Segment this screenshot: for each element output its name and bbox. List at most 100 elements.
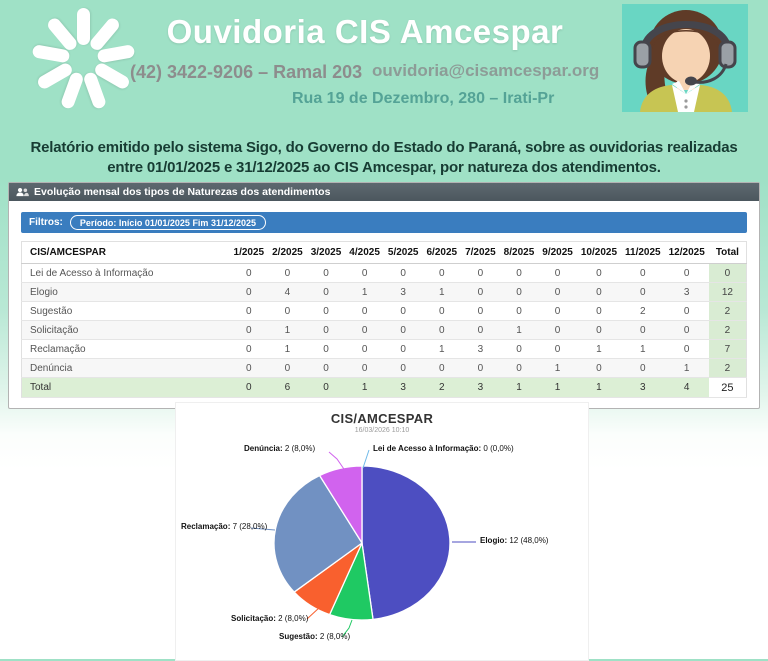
cell-value: 0 <box>664 320 709 340</box>
grand-total-cell: 25 <box>708 377 747 398</box>
cell-value: 0 <box>538 263 577 283</box>
table-row: Elogio 0 4 0 1 3 1 0 0 0 0 0 3 12 <box>21 282 747 302</box>
slice-label-reclamacao: Reclamação: 7 (28,0%) <box>181 522 268 531</box>
cell-value: 0 <box>499 282 539 302</box>
row-total-cell: 0 <box>708 263 747 283</box>
leader-line-solicitacao <box>306 606 321 620</box>
row-label: Solicitação <box>21 320 230 340</box>
cell-value: 0 <box>621 282 665 302</box>
support-agent-avatar <box>622 4 748 112</box>
slice-label-sugestao: Sugestão: 2 (8,0%) <box>279 632 351 641</box>
cell-value: 0 <box>538 282 577 302</box>
cell-value: 1 <box>538 358 577 378</box>
row-total-cell: 2 <box>708 301 747 321</box>
cell-value: 2 <box>422 377 462 398</box>
cell-value: 4 <box>268 282 307 302</box>
cell-value: 1 <box>499 320 539 340</box>
row-total-cell: 12 <box>708 282 747 302</box>
row-label: Elogio <box>21 282 230 302</box>
phone-number: (42) 3422-9206 – Ramal 203 <box>130 62 363 82</box>
cell-value: 0 <box>229 339 269 359</box>
slice-label-solicitacao: Solicitação: 2 (8,0%) <box>231 614 309 623</box>
cell-value: 3 <box>664 282 709 302</box>
cell-value: 1 <box>422 282 462 302</box>
cell-value: 0 <box>306 339 346 359</box>
cell-value: 0 <box>306 377 346 398</box>
cell-value: 0 <box>229 263 269 283</box>
row-total-cell: 2 <box>708 358 747 378</box>
cell-value: 0 <box>383 301 423 321</box>
cell-value: 0 <box>229 377 269 398</box>
cell-value: 0 <box>383 263 423 283</box>
row-total-cell: 2 <box>708 320 747 340</box>
cell-value: 0 <box>268 263 307 283</box>
chart-timestamp: 16/03/2026 10:10 <box>354 427 410 434</box>
cell-value: 0 <box>538 339 577 359</box>
cell-value: 1 <box>621 339 665 359</box>
column-header: 9/2025 <box>538 241 577 264</box>
cell-value: 0 <box>621 263 665 283</box>
cell-value: 0 <box>306 358 346 378</box>
cell-value: 0 <box>345 339 384 359</box>
cell-value: 0 <box>383 339 423 359</box>
cell-value: 0 <box>461 358 500 378</box>
column-header: 8/2025 <box>499 241 539 264</box>
leader-line-sugestao <box>341 619 353 638</box>
cell-value: 3 <box>383 377 423 398</box>
cell-value: 2 <box>621 301 665 321</box>
table-row: Denúncia 0 0 0 0 0 0 0 0 1 0 0 1 2 <box>21 358 747 378</box>
column-header: 7/2025 <box>461 241 500 264</box>
cell-value: 0 <box>306 320 346 340</box>
panel-heading-label: Evolução mensal dos tipos de Naturezas d… <box>34 186 331 198</box>
cell-value: 1 <box>345 377 384 398</box>
column-header: 10/2025 <box>576 241 622 264</box>
cell-value: 3 <box>383 282 423 302</box>
cell-value: 1 <box>345 282 384 302</box>
cell-value: 0 <box>461 263 500 283</box>
pie-slice[interactable] <box>273 474 363 593</box>
column-header: 5/2025 <box>383 241 423 264</box>
column-header: Total <box>708 241 747 264</box>
cell-value: 1 <box>268 320 307 340</box>
cell-value: 0 <box>268 301 307 321</box>
row-label: Denúncia <box>21 358 230 378</box>
cell-value: 0 <box>664 339 709 359</box>
column-header: 12/2025 <box>664 241 709 264</box>
users-icon <box>16 187 29 198</box>
filters-label: Filtros: <box>29 217 63 228</box>
cell-value: 1 <box>576 339 622 359</box>
page-title: Ouvidoria CIS Amcespar <box>166 13 564 50</box>
slice-label-denuncia: Denúncia: 2 (8,0%) <box>244 444 316 453</box>
cell-value: 1 <box>664 358 709 378</box>
row-label: Sugestão <box>21 301 230 321</box>
cell-value: 0 <box>576 358 622 378</box>
cell-value: 0 <box>576 282 622 302</box>
cell-value: 4 <box>664 377 709 398</box>
row-label: Total <box>21 377 230 398</box>
pie-slice[interactable] <box>361 465 451 621</box>
row-label: Reclamação <box>21 339 230 359</box>
column-header: CIS/AMCESPAR <box>21 241 230 264</box>
cell-value: 0 <box>306 301 346 321</box>
cell-value: 0 <box>229 320 269 340</box>
table-row: Sugestão 0 0 0 0 0 0 0 0 0 0 2 0 2 <box>21 301 747 321</box>
cell-value: 0 <box>461 282 500 302</box>
logo-spinner-icon <box>26 2 140 116</box>
cell-value: 0 <box>499 263 539 283</box>
cell-value: 1 <box>422 339 462 359</box>
column-header: 1/2025 <box>229 241 269 264</box>
cell-value: 0 <box>621 320 665 340</box>
cell-value: 1 <box>538 377 577 398</box>
cell-value: 0 <box>621 358 665 378</box>
cell-value: 0 <box>422 358 462 378</box>
table-header: CIS/AMCESPAR 1/2025 2/2025 3/2025 4/2025 5/20… <box>21 241 747 264</box>
monthly-evolution-panel: Evolução mensal dos tipos de Naturezas d… <box>8 182 760 409</box>
cell-value: 0 <box>422 263 462 283</box>
pie-slice[interactable] <box>318 465 363 544</box>
period-filter-chip: Período: Início 01/01/2025 Fim 31/12/202… <box>69 215 266 230</box>
cell-value: 0 <box>306 263 346 283</box>
cell-value: 0 <box>422 301 462 321</box>
cell-value: 0 <box>576 263 622 283</box>
leader-line-reclamacao <box>250 527 276 531</box>
cell-value: 1 <box>499 377 539 398</box>
